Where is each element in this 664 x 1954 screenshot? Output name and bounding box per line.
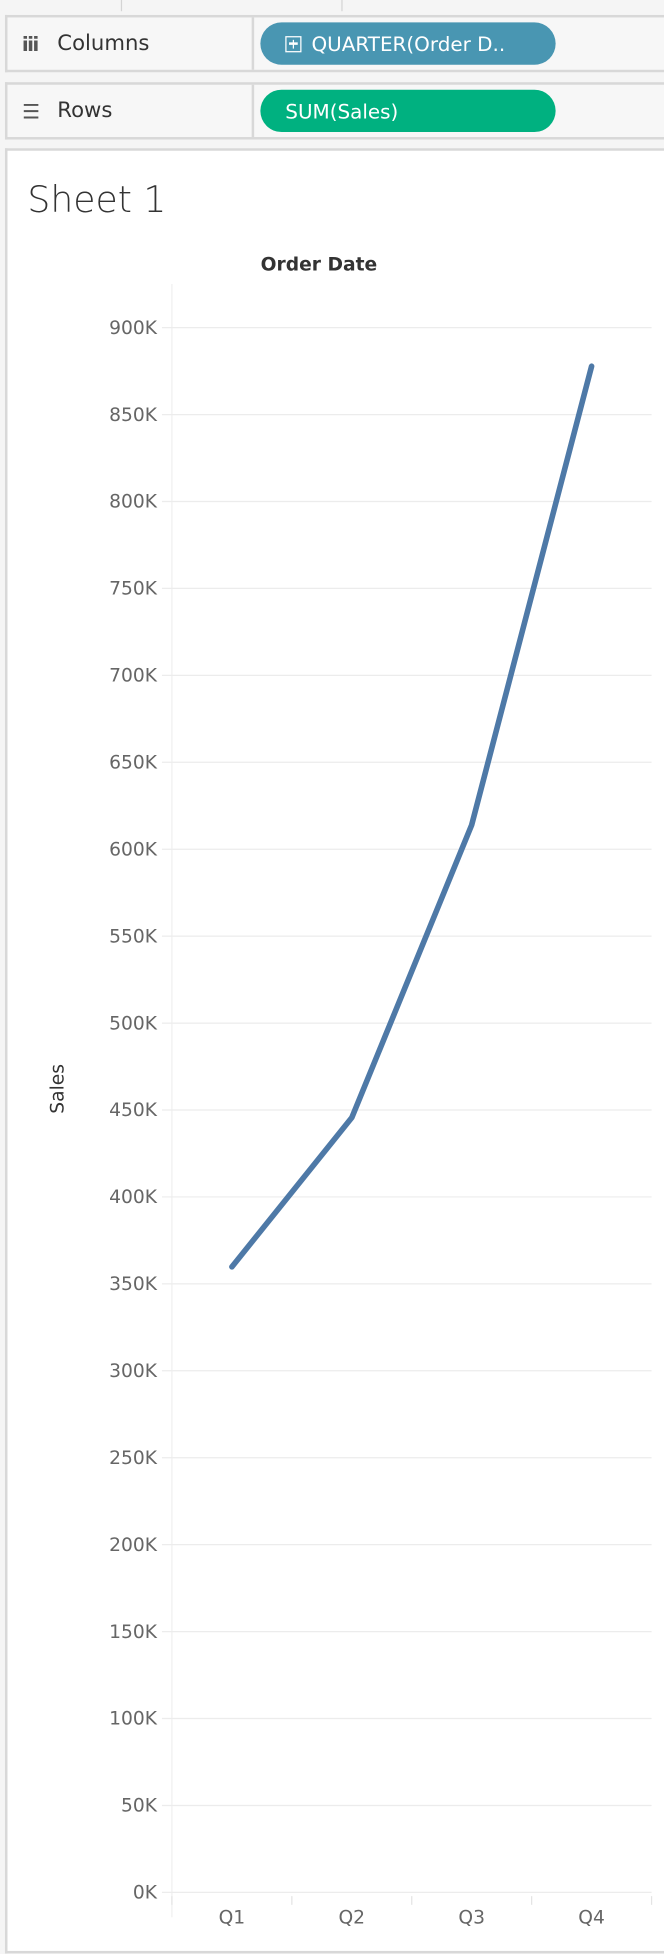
x-tick-label: Q4 [578,1908,605,1929]
y-tick-label: 450K [109,1100,158,1121]
y-tick-label: 100K [109,1709,158,1730]
y-tick-label: 250K [109,1448,158,1469]
columns-icon: ⅲ [21,31,41,56]
y-tick-label: 700K [109,666,158,687]
pill-text: QUARTER(Order D.. [311,31,506,56]
y-tick-label: 300K [109,1361,158,1382]
x-tick-label: Q2 [338,1908,365,1929]
x-tick-label: Q1 [219,1908,246,1929]
y-tick-label: 50K [121,1796,158,1817]
columns-label: Columns [57,31,150,57]
y-tick-label: 900K [109,318,158,339]
columns-shelf[interactable]: ⅲ Columns QUARTER(Order D.. [4,14,664,73]
y-tick-label: 0K [133,1883,158,1904]
sheet-view: Sheet 1 Order Date Sales 0K 50K 100K 150K 20… [4,148,664,1954]
y-tick-label: 750K [109,579,158,600]
y-tick-label: 550K [109,926,158,947]
y-tick-label: 400K [109,1187,158,1208]
rows-label: Rows [57,98,113,124]
x-axis-title: Order Date [260,252,378,276]
expand-plus-icon[interactable] [285,35,302,52]
pill-text: SUM(Sales) [285,99,399,123]
line-chart: 0K 50K 100K 150K 200K 250K 300K 350K 400K 450K 500… [109,284,653,1929]
rows-shelf-label: ☰ Rows [7,84,255,138]
y-tick-label: 200K [109,1535,158,1556]
y-tick-label: 150K [109,1622,158,1643]
toolbar-divider [120,0,123,12]
sum-sales-pill[interactable]: SUM(Sales) [260,89,556,133]
rows-list-icon: ☰ [22,99,41,123]
sheet-title: Sheet 1 [27,178,167,221]
quarter-order-date-pill[interactable]: QUARTER(Order D.. [260,22,556,65]
sales-line [229,363,595,1270]
rows-shelf[interactable]: ☰ Rows SUM(Sales) [4,82,664,140]
y-tick-label: 600K [109,839,158,860]
y-tick-label: 350K [109,1274,158,1295]
y-tick-label: 800K [109,492,158,513]
x-tick-label: Q3 [458,1908,485,1929]
y-tick-label: 650K [109,753,158,774]
y-tick-label: 500K [109,1013,158,1034]
columns-shelf-label: ⅲ Columns [7,17,255,70]
toolbar-divider [341,0,343,12]
y-tick-label: 850K [109,405,158,426]
